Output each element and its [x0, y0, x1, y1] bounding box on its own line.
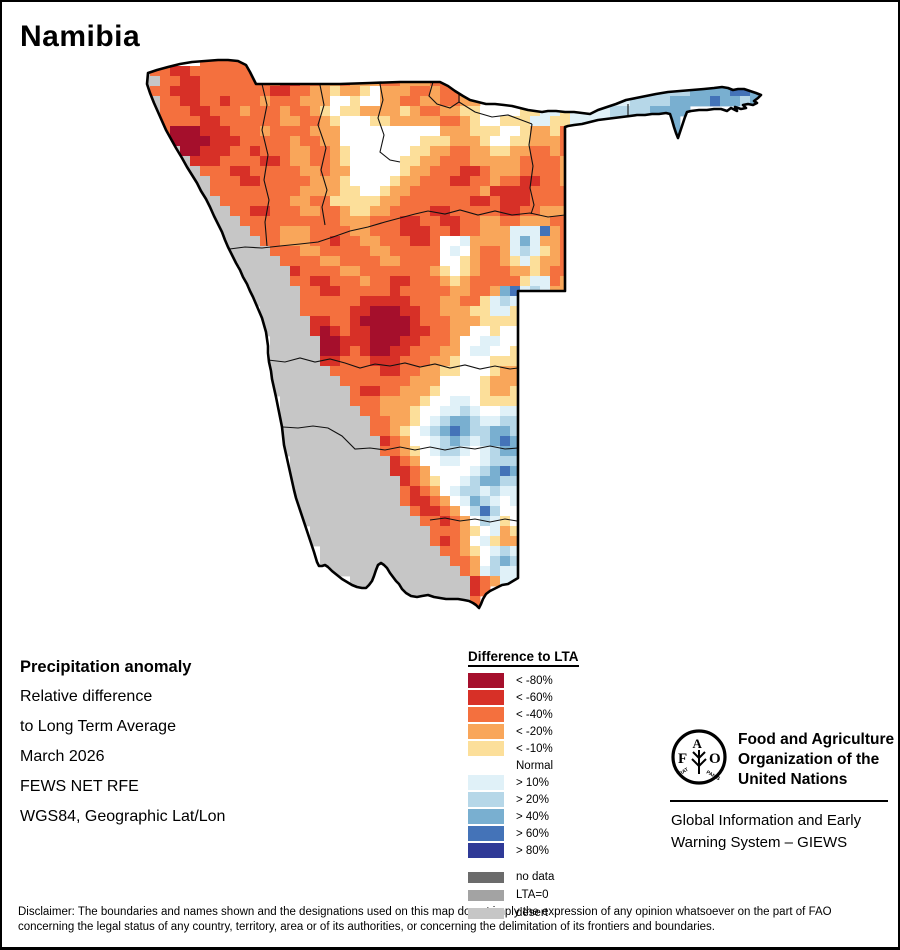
- fao-name-line1: Food and Agriculture: [738, 731, 895, 748]
- legend-swatch: [468, 889, 504, 901]
- svg-text:O: O: [709, 751, 721, 767]
- legend-label: > 10%: [516, 776, 549, 789]
- fao-name-line3: United Nations: [738, 771, 848, 788]
- legend-extra-entry: desert: [468, 904, 579, 922]
- disclaimer-line2: concerning the legal status of any count…: [18, 921, 715, 933]
- legend-label: < -60%: [516, 691, 553, 704]
- legend-label: < -10%: [516, 742, 553, 755]
- disclaimer: Disclaimer: The boundaries and names sho…: [18, 905, 832, 935]
- legend: Difference to LTA < -80% < -60% < -40% < -2…: [468, 648, 579, 922]
- admin-boundaries: [221, 81, 629, 523]
- legend-entry: Normal: [468, 757, 579, 774]
- legend-label: LTA=0: [516, 889, 549, 901]
- legend-label: no data: [516, 871, 555, 883]
- legend-label: > 20%: [516, 793, 549, 806]
- fao-name: Food and Agriculture Organization of the…: [738, 730, 894, 790]
- legend-extra-entry: LTA=0: [468, 886, 579, 904]
- legend-entry: < -40%: [468, 706, 579, 723]
- info-line-source: FEWS NET RFE: [20, 778, 139, 795]
- info-line-3: to Long Term Average: [20, 718, 176, 735]
- legend-entries: < -80% < -60% < -40% < -20% < -10% Normal > 10…: [468, 672, 579, 859]
- legend-entry: < -60%: [468, 689, 579, 706]
- disclaimer-line1: Disclaimer: The boundaries and names sho…: [18, 906, 832, 918]
- divider: [670, 800, 888, 802]
- giews-line1: Global Information and Early: [671, 812, 862, 829]
- legend-swatch: [468, 792, 504, 807]
- giews-line2: Warning System – GIEWS: [671, 833, 848, 851]
- legend-entry: < -80%: [468, 672, 579, 689]
- legend-swatch: [468, 724, 504, 739]
- legend-entry: > 40%: [468, 808, 579, 825]
- legend-label: > 60%: [516, 827, 549, 840]
- legend-label: Normal: [516, 759, 554, 772]
- giews-label: Global Information and Early Warning Sys…: [671, 810, 861, 853]
- legend-swatch: [468, 690, 504, 705]
- svg-text:FIAT: FIAT: [677, 767, 689, 778]
- legend-swatch: [468, 907, 504, 919]
- legend-swatch: [468, 843, 504, 858]
- legend-label: < -40%: [516, 708, 553, 721]
- legend-swatch: [468, 809, 504, 824]
- legend-entry: > 20%: [468, 791, 579, 808]
- legend-label: < -80%: [516, 674, 553, 687]
- legend-swatch: [468, 871, 504, 883]
- legend-label: desert: [516, 907, 548, 919]
- legend-swatch: [468, 826, 504, 841]
- info-line-title: Precipitation anomaly: [20, 658, 192, 676]
- legend-entry: > 10%: [468, 774, 579, 791]
- legend-entry: > 60%: [468, 825, 579, 842]
- fao-logo-icon: F A O FIAT PANIS: [671, 729, 727, 785]
- legend-entry: > 80%: [468, 842, 579, 859]
- legend-entry: < -10%: [468, 740, 579, 757]
- info-line-projection: WGS84, Geographic Lat/Lon: [20, 808, 226, 825]
- precipitation-raster: [147, 60, 761, 608]
- svg-text:F: F: [678, 751, 687, 767]
- legend-title: Difference to LTA: [468, 649, 579, 667]
- fao-name-line2: Organization of the: [738, 751, 880, 768]
- legend-label: < -20%: [516, 725, 553, 738]
- legend-entry: < -20%: [468, 723, 579, 740]
- legend-label: > 40%: [516, 810, 549, 823]
- info-block: Precipitation anomaly Relative differenc…: [20, 652, 225, 832]
- country-border: [145, 58, 763, 610]
- legend-swatch: [468, 741, 504, 756]
- legend-swatch: [468, 673, 504, 688]
- legend-extras: no data LTA=0 desert: [468, 868, 579, 922]
- page-title: Namibia: [20, 20, 141, 53]
- legend-label: > 80%: [516, 844, 549, 857]
- info-line-date: March 2026: [20, 748, 105, 765]
- svg-text:A: A: [693, 736, 703, 751]
- legend-swatch: [468, 775, 504, 790]
- legend-swatch: [468, 707, 504, 722]
- legend-extra-entry: no data: [468, 868, 579, 886]
- info-line-2: Relative difference: [20, 688, 153, 705]
